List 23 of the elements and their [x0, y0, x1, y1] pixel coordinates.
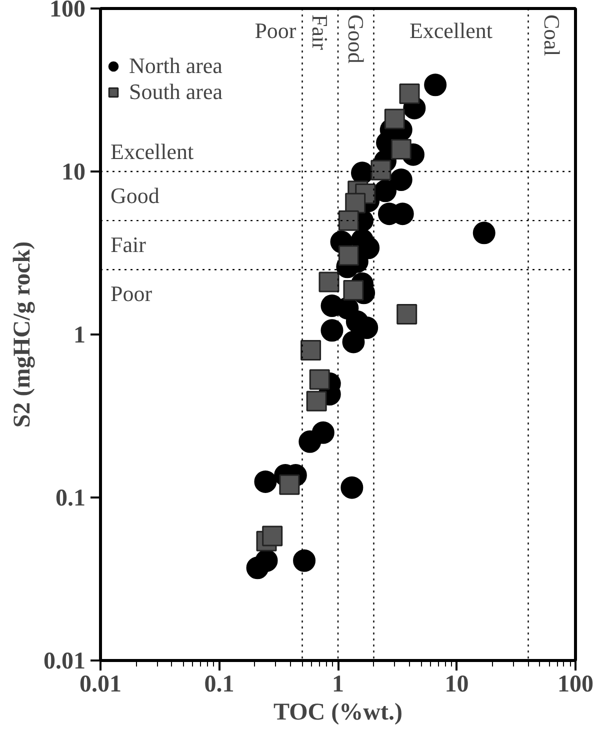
annotation: Good — [110, 183, 160, 208]
x-tick-label: 0.1 — [204, 672, 234, 698]
y-tick-label: 10 — [62, 160, 86, 186]
y-tick-label: 0.01 — [44, 648, 86, 674]
x-tick-label: 100 — [558, 672, 594, 698]
annotation: Good — [343, 14, 368, 64]
y-axis-title: S2 (mgHC/g rock) — [10, 241, 36, 428]
x-tick-label: 0.01 — [80, 672, 122, 698]
annotation: Excellent — [110, 139, 194, 164]
annotation: Coal — [539, 14, 564, 56]
x-axis-title: TOC (%wt.) — [274, 700, 402, 726]
annotation: Excellent — [409, 18, 493, 43]
legend-label: North area — [129, 53, 222, 79]
legend-label: South area — [129, 79, 222, 105]
annotation: Poor — [110, 281, 153, 306]
annotation: Poor — [254, 18, 297, 43]
annotation: Fair — [110, 232, 147, 258]
y-tick-label: 1 — [74, 322, 86, 348]
x-tick-label: 1 — [332, 672, 344, 698]
y-tick-label: 0.1 — [56, 486, 86, 512]
y-tick-label: 100 — [50, 0, 86, 22]
annotation: Fair — [308, 14, 333, 51]
x-tick-label: 10 — [444, 672, 469, 698]
